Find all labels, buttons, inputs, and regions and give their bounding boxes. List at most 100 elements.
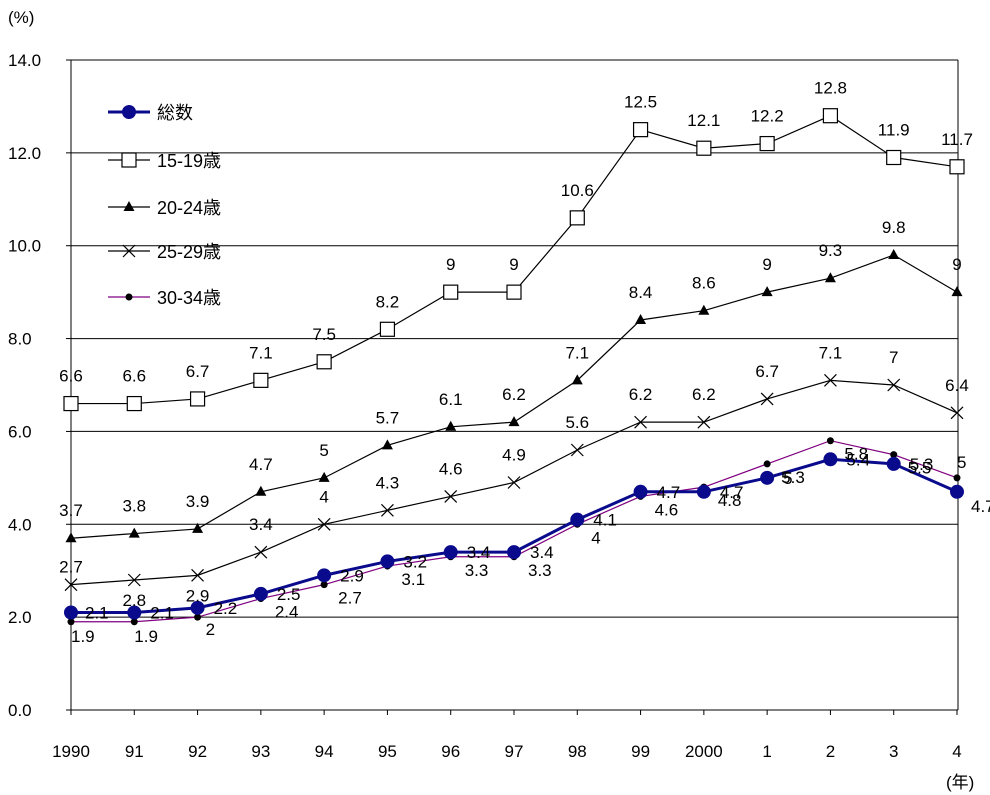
y-tick-label: 8.0 bbox=[8, 330, 32, 349]
data-point bbox=[508, 416, 520, 427]
data-point bbox=[253, 586, 268, 601]
data-point bbox=[130, 618, 138, 626]
data-label: 7 bbox=[889, 348, 898, 367]
legend-label: 総数 bbox=[157, 103, 193, 123]
data-point bbox=[886, 149, 902, 166]
data-point bbox=[253, 372, 269, 388]
data-label: 6.4 bbox=[945, 376, 969, 395]
data-point bbox=[890, 451, 898, 459]
data-label: 2.8 bbox=[122, 591, 146, 610]
data-label: 4.9 bbox=[502, 446, 526, 465]
data-point bbox=[571, 374, 583, 385]
data-point bbox=[633, 484, 648, 499]
data-point bbox=[189, 391, 206, 407]
x-tick-label: 3 bbox=[889, 742, 898, 761]
data-label: 5.3 bbox=[910, 455, 934, 474]
x-tick-labels: 1990 91 92 93 94 95 96 97 98 99 2000 1 2 3 4 bbox=[52, 742, 962, 761]
data-label: 5 bbox=[957, 453, 966, 472]
data-point bbox=[634, 415, 647, 429]
data-point bbox=[443, 284, 459, 300]
data-point bbox=[760, 392, 774, 406]
data-point bbox=[380, 554, 395, 569]
data-label: 5.7 bbox=[376, 408, 400, 427]
data-label: 4.7 bbox=[249, 455, 273, 474]
data-label: 11.7 bbox=[941, 130, 973, 149]
data-label: 10.6 bbox=[561, 181, 594, 200]
data-label: 2 bbox=[206, 620, 215, 639]
data-point bbox=[317, 568, 332, 583]
x-tick-label: 1 bbox=[762, 742, 771, 761]
data-label: 8.2 bbox=[376, 292, 400, 311]
x-tick-label: 1990 bbox=[52, 742, 90, 761]
data-label: 4 bbox=[319, 487, 328, 506]
data-label: 5.3 bbox=[781, 468, 805, 487]
data-label: 3.2 bbox=[403, 552, 427, 571]
legend-item-0: 総数 bbox=[108, 103, 193, 123]
data-point bbox=[887, 378, 901, 392]
data-point bbox=[888, 249, 900, 259]
data-point bbox=[696, 484, 711, 499]
data-label: 3.1 bbox=[401, 570, 425, 589]
data-label: 6.1 bbox=[439, 390, 463, 409]
legend-item-1: 15-19歳 bbox=[108, 151, 221, 171]
data-label: 3.3 bbox=[465, 561, 489, 580]
data-point bbox=[761, 286, 773, 297]
data-point bbox=[63, 395, 79, 412]
data-point bbox=[64, 605, 78, 620]
data-point bbox=[191, 568, 204, 582]
data-point bbox=[128, 527, 140, 538]
data-point bbox=[126, 395, 142, 412]
data-point bbox=[507, 476, 521, 489]
series-0 bbox=[64, 452, 964, 620]
y-tick-label: 12.0 bbox=[8, 144, 41, 163]
legend-label: 15-19歳 bbox=[157, 151, 221, 171]
data-label: 5.4 bbox=[846, 450, 870, 469]
x-tick-label: 4 bbox=[952, 742, 961, 761]
data-label: 7.1 bbox=[565, 343, 589, 362]
data-point bbox=[316, 354, 332, 370]
data-point bbox=[254, 545, 268, 559]
data-point bbox=[696, 140, 712, 156]
data-label: 8.6 bbox=[692, 274, 716, 293]
x-tick-label: 96 bbox=[441, 742, 460, 761]
data-label: 5 bbox=[319, 441, 328, 460]
y-tick-label: 0.0 bbox=[8, 701, 32, 720]
legend-label: 20-24歳 bbox=[157, 198, 221, 218]
x-tick-label: 2 bbox=[826, 742, 835, 761]
data-point bbox=[824, 272, 836, 283]
x-tick-label: 97 bbox=[505, 742, 524, 761]
series-lines bbox=[63, 108, 965, 626]
data-label: 1.9 bbox=[71, 627, 95, 646]
data-point bbox=[381, 439, 393, 450]
data-point bbox=[949, 159, 965, 175]
gridlines bbox=[71, 152, 958, 618]
data-label: 3.7 bbox=[59, 501, 83, 520]
data-label: 6.2 bbox=[629, 385, 653, 404]
series-3 bbox=[64, 373, 964, 592]
legend-item-2: 20-24歳 bbox=[108, 198, 221, 218]
data-label: 9 bbox=[446, 255, 455, 274]
data-point bbox=[822, 108, 839, 124]
data-point bbox=[444, 490, 458, 503]
data-label: 4.1 bbox=[593, 511, 617, 530]
data-point bbox=[953, 474, 961, 482]
legend-item-4: 30-34歳 bbox=[108, 288, 221, 308]
x-tick-label: 2000 bbox=[685, 742, 723, 761]
y-tick-label: 2.0 bbox=[8, 608, 32, 627]
data-point bbox=[886, 456, 901, 471]
data-label: 2.1 bbox=[150, 604, 174, 623]
data-label: 3.3 bbox=[528, 561, 552, 580]
data-point bbox=[951, 286, 963, 297]
data-label: 2.9 bbox=[340, 566, 364, 585]
legend-label: 30-34歳 bbox=[157, 288, 221, 308]
data-label: 11.9 bbox=[878, 121, 910, 140]
data-label: 12.8 bbox=[814, 79, 847, 98]
data-point bbox=[570, 443, 584, 457]
data-point bbox=[569, 210, 585, 226]
data-point bbox=[759, 135, 775, 152]
data-point bbox=[381, 503, 394, 517]
data-label: 12.2 bbox=[751, 107, 784, 126]
data-point bbox=[125, 293, 133, 301]
data-point bbox=[255, 485, 267, 496]
data-point bbox=[65, 532, 77, 543]
